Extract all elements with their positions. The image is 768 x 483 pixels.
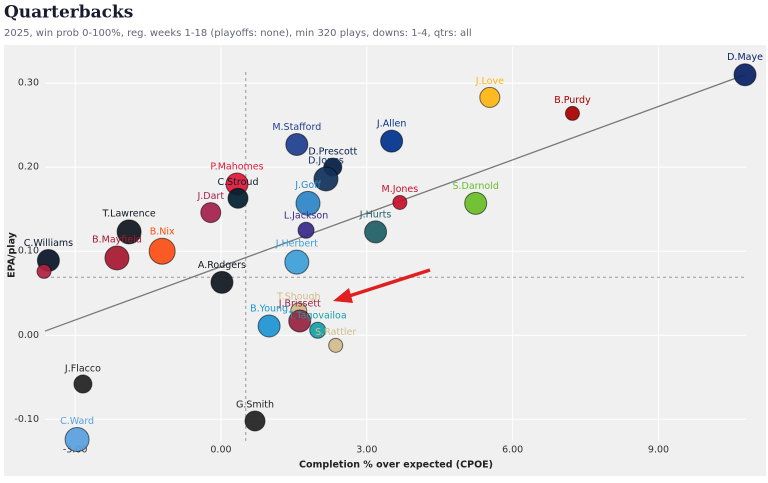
point <box>284 249 310 275</box>
point <box>295 190 321 216</box>
point-label: C.Williams <box>24 238 73 249</box>
y-axis-label: EPA/play <box>7 231 18 278</box>
point-label: B.Young <box>250 304 288 315</box>
point-label: J.Brissett <box>278 298 321 309</box>
point-label: A.Rodgers <box>198 260 246 271</box>
point-label: L.Jackson <box>284 211 328 222</box>
point-label: S.Darnold <box>452 181 498 192</box>
point <box>297 221 315 239</box>
point-label: G.Smith <box>236 399 274 410</box>
point <box>116 219 142 245</box>
point-label: J.Herbert <box>275 239 318 250</box>
point <box>564 105 580 121</box>
point <box>288 309 312 333</box>
point-label: J.Flacco <box>64 364 101 375</box>
x-axis-label: Completion % over expected (CPOE) <box>299 460 493 471</box>
point <box>285 132 309 156</box>
point-label: P.Mahomes <box>210 161 263 172</box>
y-tick-label: -0.10 <box>14 414 39 425</box>
point-label: T.Shough <box>276 291 321 302</box>
point-label: M.Jones <box>382 184 419 195</box>
point-label: B.Mayfield <box>92 234 142 245</box>
chart-subtitle: 2025, win prob 0-100%, reg. weeks 1-18 (… <box>4 28 472 39</box>
point <box>733 63 757 87</box>
point <box>148 237 176 265</box>
point <box>380 129 404 153</box>
point <box>257 314 281 338</box>
arrow-head <box>333 288 353 303</box>
point <box>392 194 408 210</box>
x-tick-label: 0.00 <box>210 445 231 456</box>
point <box>64 426 90 452</box>
point <box>36 263 52 279</box>
point-label: J.Goff <box>294 180 321 191</box>
x-tick-label: 6.00 <box>502 445 523 456</box>
y-tick-label: 0.30 <box>18 78 39 89</box>
point-label: D.Jones <box>308 155 344 166</box>
point <box>200 202 222 224</box>
point-label: S.Rattler <box>315 327 356 338</box>
point-label: J.Dart <box>196 191 224 202</box>
point-label: T.Lawrence <box>101 208 155 219</box>
point <box>313 166 339 192</box>
plot-background <box>4 45 766 476</box>
point-label: D.Prescott <box>308 147 357 158</box>
arrow-shaft <box>345 268 431 299</box>
point-label: J.Love <box>475 76 504 87</box>
x-tick-label: 3.00 <box>356 445 377 456</box>
point <box>104 245 130 271</box>
point <box>328 337 344 353</box>
point-label: D.Maye <box>727 52 763 63</box>
point <box>364 220 388 244</box>
point-label: T.Tagovailoa <box>288 311 347 322</box>
y-tick-label: 0.20 <box>18 162 39 173</box>
point <box>244 410 266 432</box>
x-tick-label: 9.00 <box>648 445 669 456</box>
point-label: J.Hurts <box>359 209 392 220</box>
point-label: J.Allen <box>376 119 406 130</box>
plot-area: -3.000.003.006.009.00-0.100.000.100.200.… <box>14 47 763 456</box>
point <box>479 86 501 108</box>
point <box>227 187 249 209</box>
point-label: C.Stroud <box>218 177 259 188</box>
point <box>309 321 327 339</box>
point <box>464 191 488 215</box>
annotation-arrow <box>333 268 431 303</box>
point-label: C.Ward <box>60 416 94 427</box>
point <box>73 374 93 394</box>
point-label: B.Nix <box>150 227 175 238</box>
point <box>210 270 234 294</box>
point-label: M.Stafford <box>272 122 321 133</box>
y-tick-label: 0.10 <box>18 246 39 257</box>
chart-title: Quarterbacks <box>4 3 133 23</box>
y-tick-label: 0.00 <box>18 330 39 341</box>
point-label: B.Purdy <box>554 95 591 106</box>
